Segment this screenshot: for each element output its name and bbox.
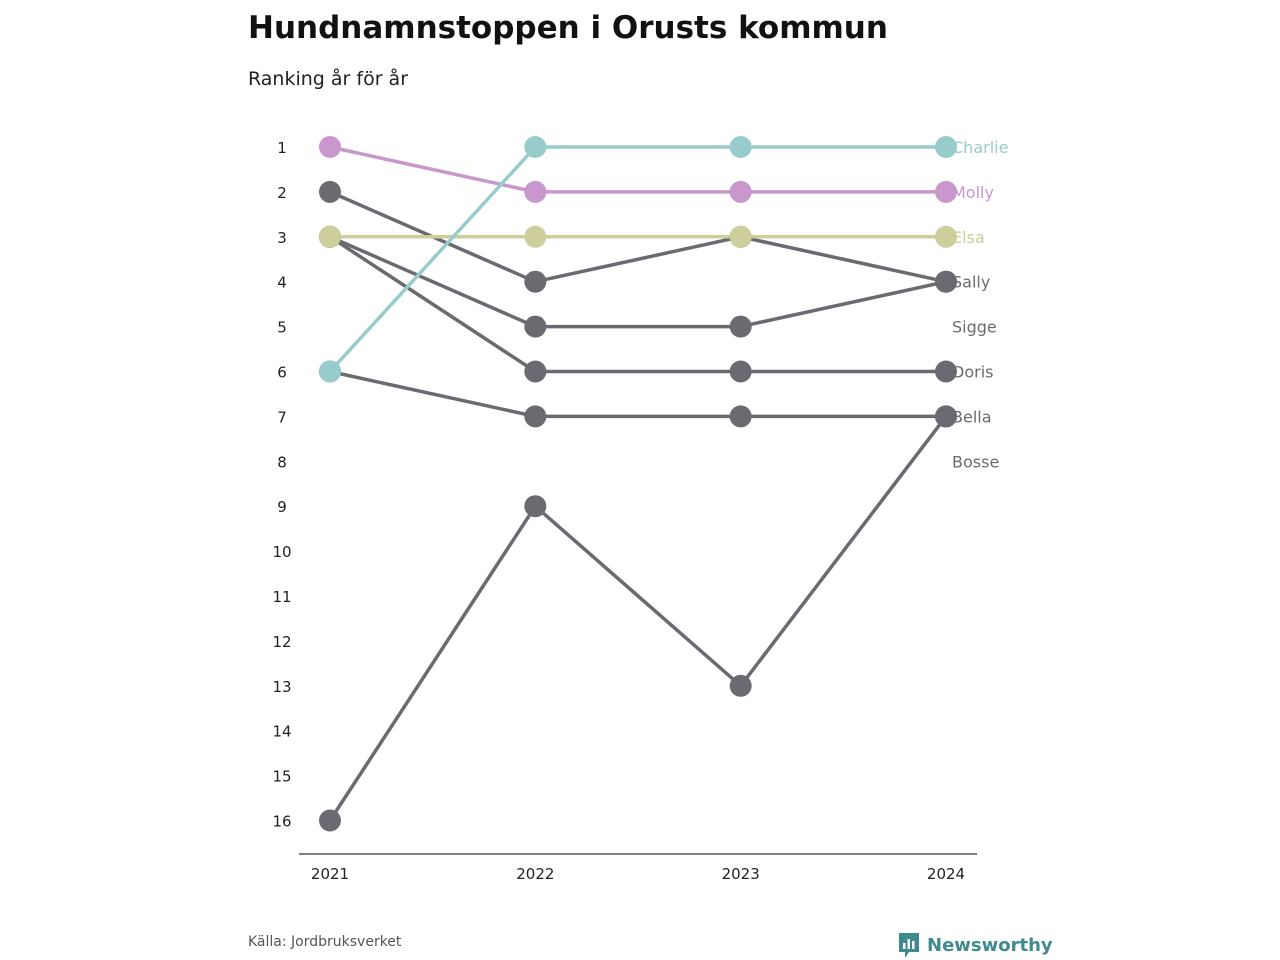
data-point-bosse	[729, 674, 752, 697]
series-label-molly: Molly	[952, 183, 994, 202]
data-point-elsa	[935, 225, 957, 248]
y-tick-label: 2	[277, 184, 287, 202]
series-line-bella	[329, 369, 946, 419]
y-tick-label: 13	[272, 678, 291, 696]
data-point-sally	[729, 315, 752, 338]
y-tick-label: 1	[277, 139, 287, 157]
data-point-molly	[319, 136, 341, 158]
data-point-charlie	[524, 136, 547, 158]
data-point-bella	[729, 405, 752, 428]
y-tick-label: 10	[272, 543, 291, 561]
data-point-charlie	[729, 136, 752, 158]
data-point-sigge	[935, 270, 957, 293]
series-label-bosse: Bosse	[952, 452, 999, 471]
x-tick-label: 2021	[311, 865, 349, 883]
data-point-doris	[524, 360, 547, 383]
data-point-sigge	[319, 180, 341, 203]
brand-name: Newsworthy	[927, 934, 1053, 956]
data-point-elsa	[524, 225, 547, 248]
y-tick-label: 3	[277, 229, 287, 247]
data-point-doris	[729, 360, 752, 383]
series-line-molly	[329, 145, 946, 194]
series-label-bella: Bella	[952, 407, 992, 426]
y-tick-label: 5	[277, 319, 287, 337]
chart-title: Hundnamnstoppen i Orusts kommun	[248, 10, 888, 46]
data-point-bosse	[319, 809, 341, 832]
y-tick-label: 8	[277, 453, 287, 471]
y-tick-label: 12	[272, 633, 291, 651]
series-line-doris	[329, 235, 946, 374]
data-point-bosse	[935, 405, 957, 428]
y-tick-label: 16	[272, 813, 291, 831]
x-tick-label: 2022	[516, 865, 554, 883]
data-point-doris	[935, 360, 957, 383]
series-label-elsa: Elsa	[952, 228, 985, 247]
series-label-doris: Doris	[952, 363, 993, 382]
data-point-molly	[935, 180, 957, 203]
series-label-sigge: Sigge	[952, 318, 997, 337]
y-tick-label: 9	[277, 498, 287, 516]
x-tick-label: 2023	[722, 865, 760, 883]
y-tick-label: 6	[277, 364, 287, 382]
data-point-elsa	[319, 225, 341, 248]
data-point-elsa	[729, 225, 752, 248]
y-tick-label: 14	[272, 723, 291, 741]
y-tick-label: 11	[272, 588, 291, 606]
newsworthy-logo-icon	[899, 933, 919, 958]
data-point-bosse	[524, 495, 547, 518]
data-point-charlie	[935, 136, 957, 158]
series-line-sally	[329, 235, 947, 329]
series-line-bosse	[328, 415, 948, 822]
data-point-sally	[524, 315, 547, 338]
y-tick-label: 7	[277, 408, 287, 426]
series-label-charlie: Charlie	[952, 138, 1008, 157]
data-point-sigge	[524, 270, 547, 293]
series-label-sally: Sally	[952, 273, 990, 292]
y-tick-label: 15	[272, 768, 291, 786]
source-note: Källa: Jordbruksverket	[248, 934, 402, 950]
y-tick-label: 4	[277, 274, 287, 292]
data-point-bella	[524, 405, 547, 428]
data-point-molly	[524, 180, 547, 203]
x-tick-label: 2024	[927, 865, 965, 883]
data-point-charlie	[319, 360, 341, 383]
data-point-molly	[729, 180, 752, 203]
brand-logo[interactable]: Newsworthy	[897, 931, 1053, 959]
chart-subtitle: Ranking år för år	[248, 68, 409, 90]
series-line-charlie	[328, 145, 946, 373]
